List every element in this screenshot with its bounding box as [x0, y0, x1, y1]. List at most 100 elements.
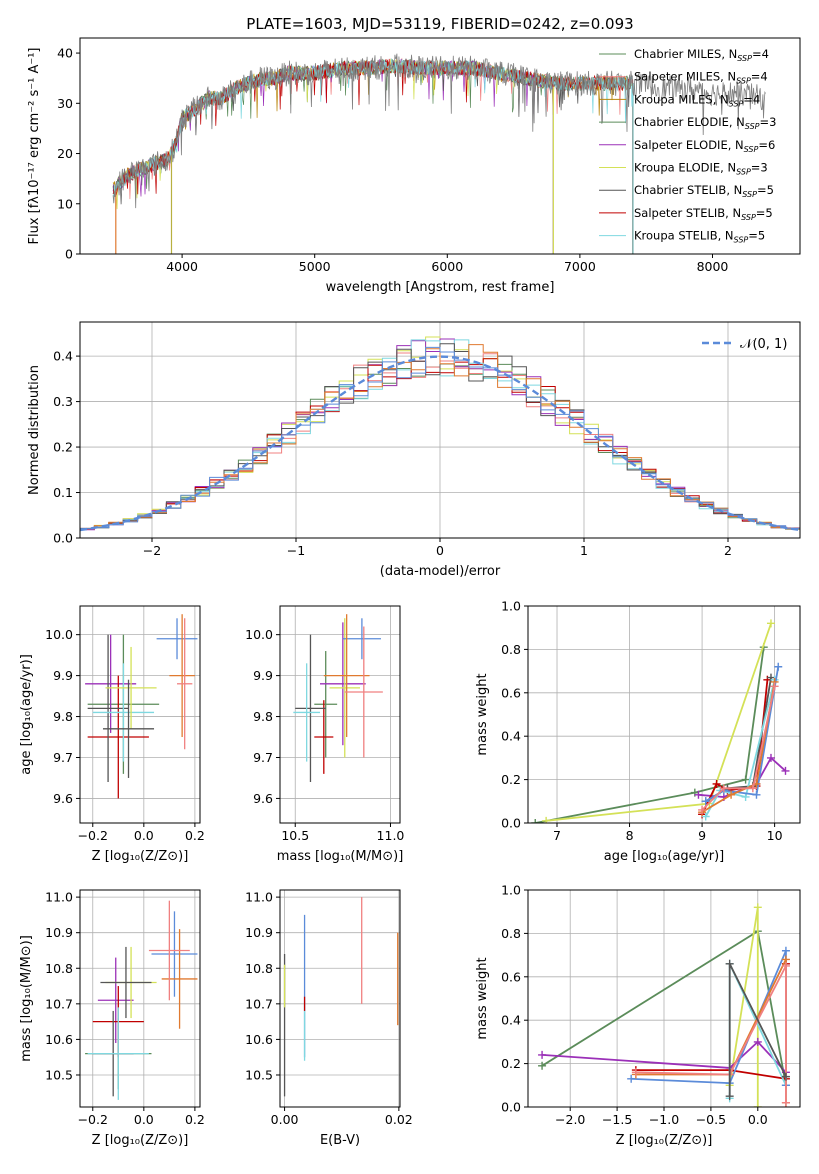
- panel-spectrum: 4000 5000 6000 7000 8000 0 10 20 30 40 wavelength …: [27, 15, 801, 295]
- errorbar-point: [105, 646, 157, 729]
- weight-marker: [774, 662, 783, 671]
- weight-series: [725, 959, 790, 1101]
- plot-area: [538, 903, 790, 1107]
- y-axis-label: mass [log₁₀(M/M⊙)]: [19, 935, 34, 1062]
- y-tick-label: 9.9: [253, 668, 273, 683]
- y-tick-label: 9.7: [53, 750, 73, 765]
- y-tick-label: 9.8: [53, 709, 73, 724]
- x-tick-label: 0.0: [134, 828, 154, 843]
- weight-marker: [748, 784, 757, 793]
- weight-marker: [712, 779, 721, 788]
- x-tick-label: 7: [553, 828, 561, 843]
- weight-marker: [719, 784, 728, 793]
- y-tick-label: 10.8: [245, 961, 273, 976]
- legend-label: Chabrier STELIB, NSSP=5: [634, 183, 774, 199]
- errorbar-point: [177, 618, 193, 750]
- errorbar-point: [100, 946, 152, 1019]
- errorbar-point: [329, 618, 360, 758]
- legend-label: Kroupa STELIB, NSSP=5: [634, 229, 765, 245]
- y-tick-label: 10.6: [45, 1032, 73, 1047]
- panel-mass-vs-metallicity: −0.2 0.0 0.2 10.5 10.6 10.7 10.8 10.9 11.0 Z [log…: [19, 889, 205, 1148]
- y-tick-label: 9.6: [53, 791, 73, 806]
- x-axis-label: age [log₁₀(age/yr)]: [604, 849, 725, 864]
- weight-marker: [753, 903, 762, 912]
- y-tick-label: 10.9: [245, 925, 273, 940]
- y-axis-label: mass weight: [475, 957, 490, 1039]
- x-tick-label: −2: [143, 543, 161, 558]
- x-tick-label: 5000: [299, 259, 331, 274]
- panel-weight-vs-age: 7 8 9 10 0.0 0.2 0.4 0.6 0.8 1.0 age [log₁₀(age/yr…: [475, 599, 801, 864]
- weight-series: [698, 682, 779, 814]
- panel-mass-vs-extinction: 0.00 0.02 10.5 10.6 10.7 10.8 10.9 11.0 E(B-V): [245, 889, 413, 1148]
- weight-marker: [752, 790, 761, 799]
- x-tick-label: −2.0: [555, 1112, 585, 1127]
- y-tick-label: 0.4: [501, 729, 521, 744]
- weight-marker: [538, 1050, 547, 1059]
- histogram-series: [80, 346, 800, 533]
- axes-frame: [79, 321, 801, 539]
- y-tick-label: 0.0: [53, 531, 73, 546]
- x-tick-label: 0.2: [185, 828, 205, 843]
- x-tick-label: 2: [724, 543, 732, 558]
- errorbar-point: [342, 618, 381, 660]
- weight-marker: [781, 946, 790, 955]
- x-tick-label: −1.0: [649, 1112, 679, 1127]
- y-tick-label: 0.6: [501, 969, 521, 984]
- y-tick-label: 30: [57, 96, 73, 111]
- axes-frame: [79, 37, 801, 255]
- legend-label: Chabrier MILES, NSSP=4: [634, 47, 769, 63]
- y-tick-label: 0.2: [53, 440, 73, 455]
- legend: Chabrier MILES, NSSP=4 Salpeter MILES, NS…: [599, 47, 776, 245]
- y-tick-label: 9.6: [253, 791, 273, 806]
- x-tick-label: 0.0: [134, 1112, 154, 1127]
- panel-weight-vs-metallicity: −2.0 −1.5 −1.0 −0.5 0.0 0.0 0.2 0.4 0.6 0.8 1.0 Z […: [475, 883, 801, 1148]
- y-tick-label: 10.7: [245, 996, 273, 1011]
- weight-marker: [701, 797, 710, 806]
- x-axis-label: E(B-V): [320, 1133, 360, 1148]
- errorbar-point: [320, 622, 366, 746]
- plot-area: [283, 897, 399, 1097]
- y-tick-label: 0.3: [53, 394, 73, 409]
- x-axis-label: Z [log₁₀(Z/Z⊙)]: [92, 1133, 189, 1148]
- panel-age-vs-metallicity: −0.2 0.0 0.2 9.6 9.7 9.8 9.9 10.0 Z [log₁₀(Z/Z⊙)…: [19, 605, 205, 864]
- weight-marker: [781, 961, 790, 970]
- errorbar-point: [97, 957, 134, 1043]
- grid-lines: [280, 606, 400, 823]
- errorbar-point: [344, 626, 383, 758]
- weight-marker: [753, 1103, 762, 1107]
- y-tick-label: 9.9: [53, 668, 73, 683]
- panel-residual-histogram: −2 −1 0 1 2 0.0 0.1 0.2 0.3 0.4 (data-model)/error…: [27, 321, 801, 579]
- weight-series: [542, 619, 775, 823]
- errorbar-point: [87, 634, 129, 783]
- x-tick-label: −1: [287, 543, 305, 558]
- y-tick-label: 0.2: [501, 772, 521, 787]
- legend-label: Chabrier ELODIE, NSSP=3: [634, 115, 776, 131]
- y-tick-label: 10.7: [45, 996, 73, 1011]
- y-tick-label: 10.6: [245, 1032, 273, 1047]
- weight-line: [698, 756, 787, 798]
- plot-area: [80, 336, 800, 533]
- x-tick-label: 0.0: [748, 1112, 768, 1127]
- y-tick-label: 9.7: [253, 750, 273, 765]
- observed-spectrum: [112, 53, 766, 209]
- x-tick-label: 0: [436, 543, 444, 558]
- weight-line: [542, 1040, 787, 1073]
- axes-frame: [527, 889, 801, 1108]
- weight-marker: [741, 775, 750, 784]
- x-tick-label: 1: [580, 543, 588, 558]
- x-tick-label: 0.02: [385, 1112, 413, 1127]
- weight-marker: [725, 1092, 734, 1101]
- errorbar-point: [295, 634, 326, 783]
- y-tick-label: 11.0: [45, 890, 73, 905]
- y-tick-label: 20: [57, 146, 73, 161]
- y-tick-label: 0.8: [501, 926, 521, 941]
- x-tick-label: 8: [626, 828, 634, 843]
- weight-marker: [753, 1037, 762, 1046]
- x-tick-label: 9: [698, 828, 706, 843]
- weight-line: [728, 907, 759, 1107]
- x-tick-label: −0.2: [78, 1112, 108, 1127]
- legend-label: 𝒩(0, 1): [740, 337, 787, 352]
- errorbar-point: [314, 700, 334, 774]
- panel-age-vs-mass: 10.5 11.0 9.6 9.7 9.8 9.9 10.0 mass [log₁₀(M/M⊙…: [245, 605, 404, 864]
- grid-lines: [528, 605, 800, 824]
